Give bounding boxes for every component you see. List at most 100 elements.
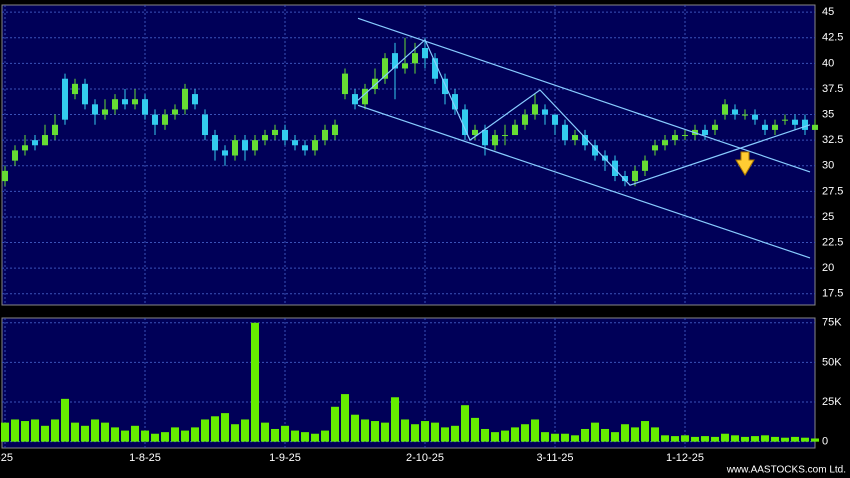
candle-body: [432, 58, 438, 79]
candle-body: [362, 88, 368, 105]
candle-body: [802, 119, 808, 130]
volume-bar: [721, 433, 729, 442]
volume-bar: [141, 430, 149, 442]
candle-body: [722, 104, 728, 115]
candle-body: [702, 129, 708, 136]
volume-bar: [471, 417, 479, 442]
candle-body: [242, 140, 248, 151]
volume-bar: [541, 432, 549, 442]
candle-body: [72, 83, 78, 95]
candle-body: [192, 94, 198, 105]
candle-body: [552, 114, 558, 125]
volume-bar: [321, 430, 329, 442]
volume-bar: [201, 419, 209, 442]
candle-body: [12, 150, 18, 161]
candle-body: [392, 53, 398, 69]
volume-bar: [571, 435, 579, 442]
arrow-annotation: [735, 151, 755, 176]
volume-bar: [531, 419, 539, 442]
candle-body: [402, 63, 408, 69]
price-panel: [1, 4, 816, 306]
y-tick-label: 40: [822, 57, 834, 69]
candle-body: [302, 145, 308, 151]
volume-bar: [661, 435, 669, 442]
candle-body: [732, 109, 738, 115]
x-tick-label: 1-8-25: [129, 452, 161, 464]
volume-bar: [271, 428, 279, 442]
volume-bar: [711, 436, 719, 442]
candle-body: [442, 78, 448, 95]
candle-body: [92, 104, 98, 115]
candle-body: [772, 124, 778, 130]
candle-body: [132, 99, 138, 105]
candle-body: [202, 114, 208, 136]
volume-bar: [801, 437, 809, 442]
volume-bar: [511, 427, 519, 442]
volume-bar: [161, 432, 169, 442]
volume-bar: [431, 422, 439, 442]
volume-bar: [701, 436, 709, 442]
candle-body: [642, 160, 648, 171]
volume-bar: [401, 419, 409, 442]
candle-body: [482, 129, 488, 146]
candle-body: [752, 114, 758, 120]
candle-body: [252, 140, 258, 151]
volume-bar: [121, 430, 129, 442]
x-tick-label: 2-10-25: [406, 452, 444, 464]
volume-bar: [451, 425, 459, 442]
volume-bar: [1, 422, 9, 442]
candle-body: [272, 129, 278, 136]
volume-bar: [341, 394, 349, 442]
volume-bar: [371, 421, 379, 442]
candle-body: [212, 135, 218, 151]
y-tick-label: 25K: [822, 396, 842, 408]
volume-bar: [561, 433, 569, 442]
candle-body: [22, 145, 28, 151]
candle-body: [412, 53, 418, 64]
y-tick-label: 25: [822, 211, 834, 223]
volume-bar: [311, 433, 319, 442]
volume-bar: [21, 421, 29, 442]
volume-bar: [791, 436, 799, 442]
volume-bar: [591, 422, 599, 442]
candle-body: [182, 88, 188, 110]
y-tick-label: 50K: [822, 356, 842, 368]
volume-bar: [811, 438, 819, 442]
candle-body: [652, 145, 658, 151]
candle-body: [322, 129, 328, 141]
candle-body: [512, 124, 518, 136]
volume-bar: [281, 425, 289, 442]
x-tick-label: -25: [0, 452, 13, 464]
candle-body: [812, 124, 818, 130]
volume-bar: [101, 422, 109, 442]
y-tick-label: 0: [822, 436, 828, 448]
candle-body: [582, 135, 588, 146]
volume-bar: [481, 428, 489, 442]
volume-bar: [501, 430, 509, 442]
volume-bar: [51, 419, 59, 442]
candle-body: [142, 99, 148, 115]
volume-bar: [61, 398, 69, 442]
candle-body: [462, 109, 468, 136]
volume-bar: [611, 432, 619, 442]
candle-body: [282, 129, 288, 141]
candle-body: [572, 135, 578, 141]
y-tick-label: 45: [822, 6, 834, 18]
volume-bar: [251, 322, 259, 442]
y-tick-label: 27.5: [822, 185, 843, 197]
volume-bar: [261, 422, 269, 442]
candle-body: [292, 140, 298, 146]
candle-body: [82, 83, 88, 105]
volume-bar: [331, 406, 339, 442]
candle-body: [612, 160, 618, 176]
volume-bar: [771, 436, 779, 442]
volume-bar: [731, 435, 739, 442]
volume-bar: [621, 424, 629, 442]
candle-body: [592, 145, 598, 156]
candle-body: [492, 135, 498, 146]
candle-body: [112, 99, 118, 110]
candle-body: [682, 135, 688, 137]
volume-bar: [111, 427, 119, 442]
candle-body: [662, 140, 668, 146]
